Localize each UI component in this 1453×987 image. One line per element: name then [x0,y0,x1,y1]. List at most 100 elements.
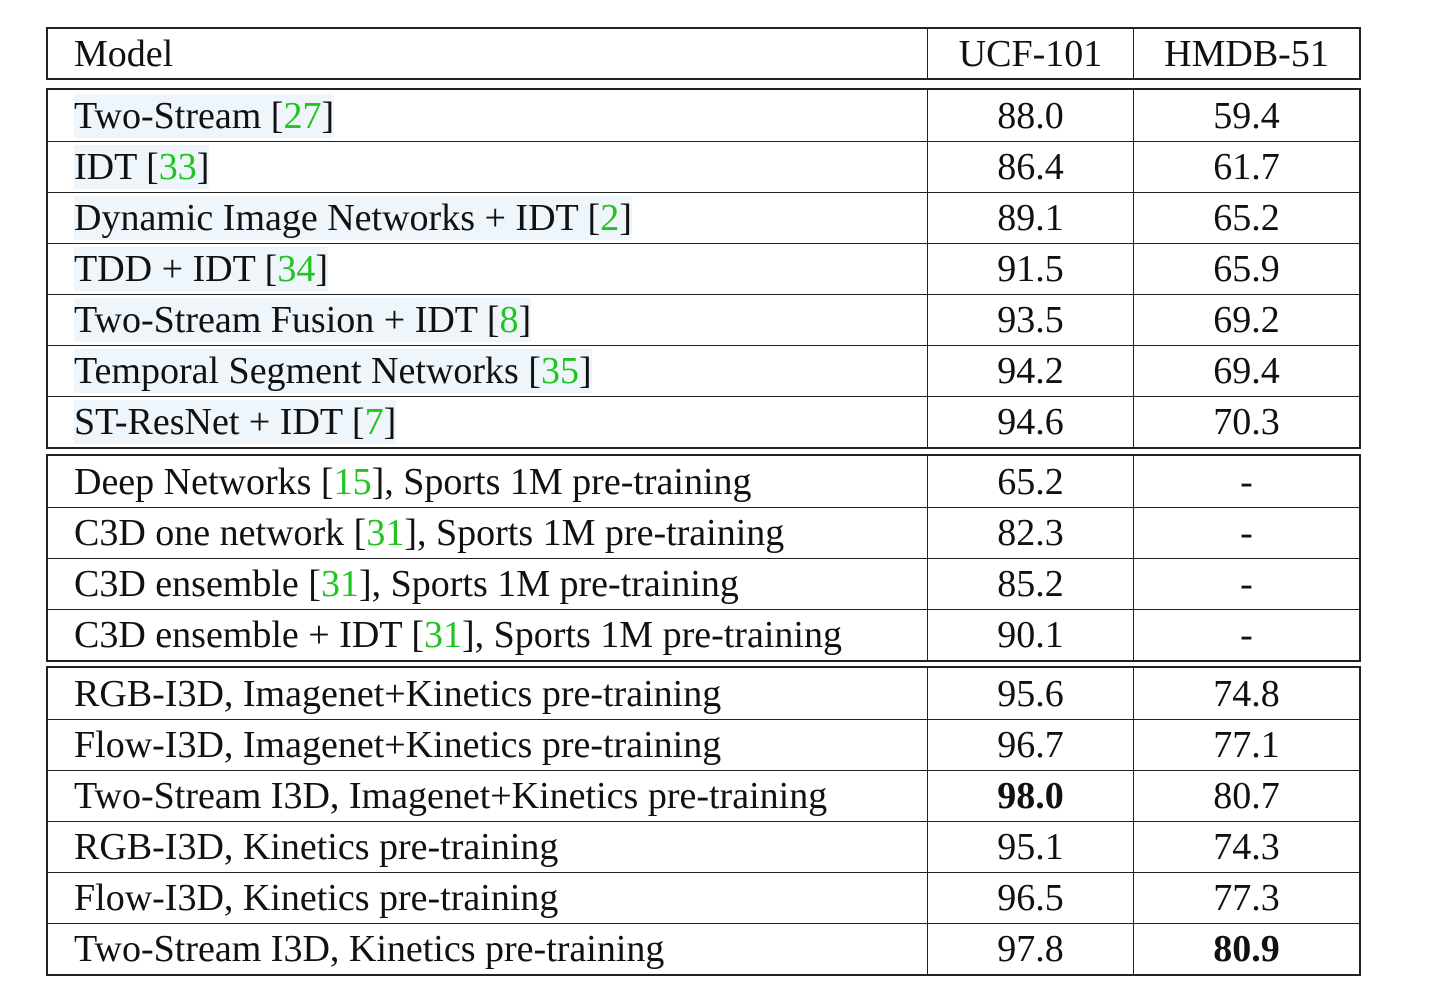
model-cell: TDD + IDT [34] [48,244,928,294]
table-row: C3D ensemble [31], Sports 1M pre-trainin… [48,558,1359,609]
table-header: Model UCF-101 HMDB-51 [46,27,1361,80]
model-text: C3D ensemble [ [74,563,321,605]
citation-link[interactable]: 31 [320,563,359,605]
ucf101-score: 86.4 [928,142,1134,192]
model-name: C3D one network [31], Sports 1M pre-trai… [74,511,784,555]
header-model: Model [48,29,928,78]
hmdb51-score: - [1240,460,1253,503]
hmdb51-score: 74.8 [1213,672,1280,715]
model-text: RGB-I3D, Imagenet+Kinetics pre-training [74,672,722,715]
ucf101-score: 82.3 [928,508,1134,558]
ucf101-score: 96.5 [928,873,1134,923]
model-text: ] [315,248,328,290]
model-name: Flow-I3D, Kinetics pre-training [74,876,558,920]
ucf101-score: 91.5 [928,244,1134,294]
table-row: ST-ResNet + IDT [7] 94.6 70.3 [48,396,1359,447]
table-row: Flow-I3D, Kinetics pre-training 96.5 77.3 [48,872,1359,923]
model-name: Two-Stream I3D, Imagenet+Kinetics pre-tr… [74,774,827,818]
results-group-3d-convnets: Deep Networks [15], Sports 1M pre-traini… [46,454,1361,662]
citation-link[interactable]: 34 [277,248,316,290]
citation-link[interactable]: 35 [540,350,579,392]
citation-link[interactable]: 7 [364,401,384,443]
ucf101-score: 88.0 [928,90,1134,141]
results-group-prior-methods: Two-Stream [27] 88.0 59.4 IDT [33] 86.4 61.7 D… [46,88,1361,449]
model-cell: Two-Stream Fusion + IDT [8] [48,295,928,345]
header-hmdb51: HMDB-51 [1164,32,1329,75]
model-cell: C3D ensemble + IDT [31], Sports 1M pre-t… [48,610,928,660]
model-text: Two-Stream Fusion + IDT [ [74,299,500,341]
model-text: ], Sports 1M pre-training [404,512,785,554]
table-row: IDT [33] 86.4 61.7 [48,141,1359,192]
table-row: TDD + IDT [34] 91.5 65.9 [48,243,1359,294]
hmdb51-score: - [1240,512,1253,554]
model-text: ] [383,401,397,443]
model-name: Two-Stream Fusion + IDT [8] [74,298,532,342]
header-ucf101: UCF-101 [928,29,1134,78]
model-cell: RGB-I3D, Imagenet+Kinetics pre-training [48,668,928,719]
citation-link[interactable]: 27 [283,94,322,137]
model-text: ] [619,197,632,239]
model-text: ] [578,350,592,392]
model-text: Temporal Segment Networks [ [74,350,541,392]
hmdb51-score: 61.7 [1213,146,1280,188]
model-name: Deep Networks [15], Sports 1M pre-traini… [74,460,752,504]
citation-link[interactable]: 31 [366,512,405,554]
hmdb51-score: 69.2 [1213,299,1280,341]
model-text: ] [321,94,335,137]
model-cell: ST-ResNet + IDT [7] [48,397,928,447]
model-cell: Temporal Segment Networks [35] [48,346,928,396]
model-name: TDD + IDT [34] [74,247,328,291]
model-name: ST-ResNet + IDT [7] [74,400,397,444]
model-cell: C3D one network [31], Sports 1M pre-trai… [48,508,928,558]
model-name: Two-Stream I3D, Kinetics pre-training [74,927,664,971]
hmdb51-score: 80.9 [1213,928,1280,970]
table-row: Two-Stream I3D, Imagenet+Kinetics pre-tr… [48,770,1359,821]
model-name: C3D ensemble + IDT [31], Sports 1M pre-t… [74,613,842,657]
model-text: Deep Networks [ [74,460,334,503]
ucf101-score: 95.6 [928,668,1134,719]
model-text: Flow-I3D, Imagenet+Kinetics pre-training [74,724,722,766]
citation-link[interactable]: 31 [424,614,462,656]
model-cell: C3D ensemble [31], Sports 1M pre-trainin… [48,559,928,609]
hmdb51-score: 74.3 [1213,826,1280,868]
hmdb51-score: - [1240,614,1253,656]
table-row: Two-Stream Fusion + IDT [8] 93.5 69.2 [48,294,1359,345]
citation-link[interactable]: 8 [499,299,519,341]
table-row: C3D one network [31], Sports 1M pre-trai… [48,507,1359,558]
model-text: C3D one network [ [74,512,367,554]
table-row: C3D ensemble + IDT [31], Sports 1M pre-t… [48,609,1359,660]
model-cell: IDT [33] [48,142,928,192]
model-text: ] [518,299,532,341]
model-name: RGB-I3D, Kinetics pre-training [74,825,558,869]
model-cell: Flow-I3D, Imagenet+Kinetics pre-training [48,720,928,770]
ucf101-score: 94.2 [928,346,1134,396]
model-cell: Dynamic Image Networks + IDT [2] [48,193,928,243]
ucf101-score: 65.2 [928,456,1134,507]
model-text: C3D ensemble + IDT [ [74,614,424,656]
ucf101-score: 89.1 [928,193,1134,243]
model-name: Flow-I3D, Imagenet+Kinetics pre-training [74,723,721,767]
model-name: Dynamic Image Networks + IDT [2] [74,196,632,240]
model-text: ] [196,146,210,188]
model-name: C3D ensemble [31], Sports 1M pre-trainin… [74,562,739,606]
model-text: Two-Stream I3D, Kinetics pre-training [74,928,665,970]
model-text: ], Sports 1M pre-training [358,563,739,605]
header-row: Model UCF-101 HMDB-51 [48,29,1359,78]
model-text: TDD + IDT [ [74,248,278,290]
table-row: RGB-I3D, Imagenet+Kinetics pre-training 9… [48,668,1359,719]
ucf101-score: 95.1 [928,822,1134,872]
model-text: ], Sports 1M pre-training [462,614,842,656]
table-row: Two-Stream I3D, Kinetics pre-training 97.… [48,923,1359,974]
model-cell: Flow-I3D, Kinetics pre-training [48,873,928,923]
model-text: Flow-I3D, Kinetics pre-training [74,877,559,919]
hmdb51-score: 65.2 [1213,197,1280,239]
model-cell: RGB-I3D, Kinetics pre-training [48,822,928,872]
model-cell: Two-Stream I3D, Imagenet+Kinetics pre-tr… [48,771,928,821]
citation-link[interactable]: 2 [600,197,620,239]
citation-link[interactable]: 33 [158,146,197,188]
hmdb51-score: - [1240,563,1253,605]
model-text: ], Sports 1M pre-training [371,460,752,503]
model-cell: Two-Stream I3D, Kinetics pre-training [48,924,928,974]
citation-link[interactable]: 15 [333,460,372,503]
ucf101-score: 97.8 [928,924,1134,974]
